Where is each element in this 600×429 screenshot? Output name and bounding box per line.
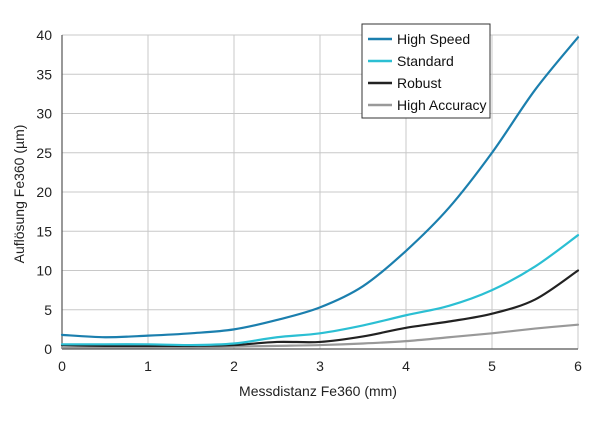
- legend-box: [361, 23, 491, 119]
- series-line-high-accuracy: [60, 323, 580, 349]
- y-tick-label: 35: [36, 66, 52, 82]
- legend-label-standard: Standard: [397, 53, 454, 69]
- legend-label-high-accuracy: High Accuracy: [397, 97, 486, 113]
- y-tick-label: 20: [36, 184, 52, 200]
- y-axis-label: Auflösung Fe360 (µm): [11, 125, 27, 264]
- legend-label-robust: Robust: [397, 75, 441, 91]
- series-line-high-speed: [60, 36, 580, 339]
- axes: [61, 35, 578, 350]
- series-lines: [60, 36, 580, 349]
- legend: High Speed Standard Robust High Accuracy: [361, 23, 491, 119]
- x-tick-label: 4: [402, 358, 410, 374]
- series-line-standard: [60, 234, 580, 347]
- x-axis-label: Messdistanz Fe360 (mm): [239, 383, 397, 399]
- y-tick-label: 30: [36, 106, 52, 122]
- x-tick-label: 2: [230, 358, 238, 374]
- x-tick-label: 1: [144, 358, 152, 374]
- y-tick-labels: 0 5 10 15 20 25 30 35 40: [36, 27, 52, 357]
- x-tick-labels: 0 1 2 3 4 5 6: [58, 358, 582, 374]
- series-line-robust: [60, 269, 580, 348]
- grid: [61, 34, 579, 350]
- y-tick-label: 15: [36, 223, 52, 239]
- y-tick-label: 40: [36, 27, 52, 43]
- x-tick-label: 0: [58, 358, 66, 374]
- y-tick-label: 5: [44, 302, 52, 318]
- y-tick-label: 0: [44, 341, 52, 357]
- y-tick-label: 25: [36, 145, 52, 161]
- x-tick-label: 5: [488, 358, 496, 374]
- x-tick-label: 6: [574, 358, 582, 374]
- x-tick-label: 3: [316, 358, 324, 374]
- y-tick-label: 10: [36, 263, 52, 279]
- legend-label-high-speed: High Speed: [397, 31, 470, 47]
